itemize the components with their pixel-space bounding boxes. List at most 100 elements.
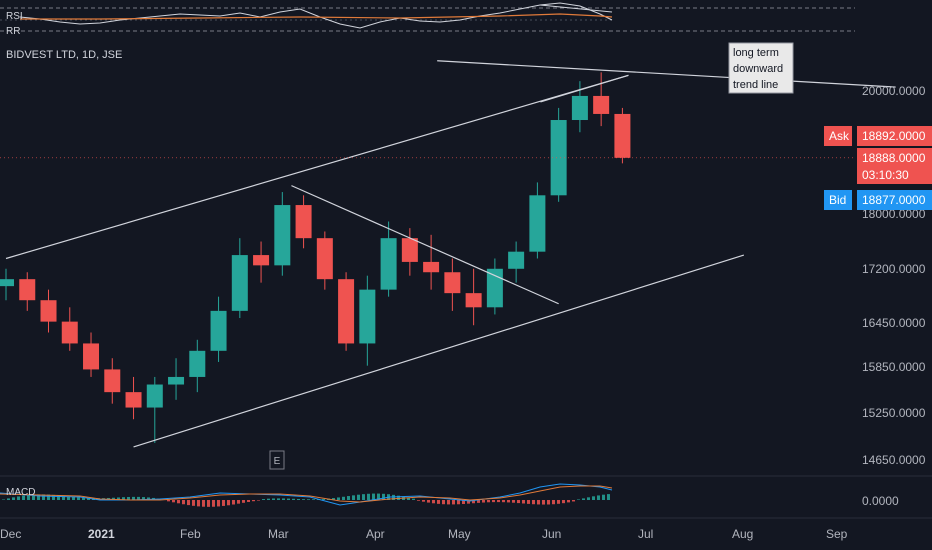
macd-histogram-bar — [257, 500, 260, 501]
bid-quote[interactable]: Bid 18877.0000 — [824, 190, 932, 210]
last-price-quote[interactable]: 18888.0000 03:10:30 — [857, 148, 932, 184]
macd-histogram-bar — [22, 495, 25, 500]
ask-quote[interactable]: Ask 18892.0000 — [824, 126, 932, 146]
macd-histogram-bar — [277, 498, 280, 500]
candle-body — [189, 350, 206, 377]
candle-body — [423, 261, 440, 273]
trendline-channel-upper[interactable] — [5, 74, 629, 260]
candle — [104, 358, 121, 404]
candle-body — [508, 251, 525, 269]
macd-histogram-bar — [237, 500, 240, 504]
macd-histogram-bar — [362, 494, 365, 500]
macd-histogram-bar — [42, 494, 45, 500]
scale-toggle-button[interactable]: E — [269, 450, 285, 470]
macd-histogram-bar — [467, 500, 470, 504]
bid-price: 18877.0000 — [862, 193, 926, 207]
trendline-short-top-line[interactable] — [540, 74, 629, 103]
rsi-pane[interactable]: RSI RR — [0, 2, 855, 37]
macd-histogram-bar — [422, 500, 425, 502]
macd-histogram-bar — [367, 493, 370, 500]
macd-histogram-bar — [602, 494, 605, 500]
macd-pane[interactable]: MACD — [0, 483, 613, 507]
time-tick: Sep — [826, 527, 848, 541]
macd-histogram-bar — [492, 500, 495, 503]
candle — [423, 234, 440, 290]
time-tick: May — [448, 527, 471, 541]
macd-histogram-bar — [202, 500, 205, 507]
candle-body — [61, 321, 78, 344]
macd-histogram-bar — [282, 498, 285, 500]
trendline-note[interactable]: long term downward trend line — [728, 42, 794, 94]
candle — [614, 107, 631, 164]
macd-histogram-bar — [587, 497, 590, 500]
macd-histogram-bar — [262, 499, 265, 500]
macd-histogram-bar — [67, 496, 70, 500]
time-axis[interactable]: Dec 2021 Feb Mar Apr May Jun Jul Aug Sep — [0, 527, 848, 541]
macd-histogram-bar — [272, 498, 275, 500]
macd-histogram-bar — [462, 500, 465, 504]
trendline-falling-resistance[interactable] — [291, 185, 559, 305]
price-axis[interactable]: 20000.0000 18000.0000 17200.0000 16450.0… — [862, 84, 926, 508]
trendlines-layer[interactable] — [0, 60, 896, 448]
time-tick: Jul — [638, 527, 653, 541]
candle-body — [104, 369, 121, 393]
price-tick: 16450.0000 — [862, 316, 926, 330]
candle — [253, 241, 270, 283]
macd-histogram-bar — [337, 497, 340, 500]
macd-histogram-bar — [482, 500, 485, 503]
candle-body — [529, 195, 546, 252]
price-tick: 18000.0000 — [862, 207, 926, 221]
candle — [295, 195, 312, 249]
macd-histogram-bar — [372, 493, 375, 500]
macd-histogram-bar — [57, 495, 60, 500]
candle — [593, 72, 610, 127]
time-tick: 2021 — [88, 527, 115, 541]
macd-histogram-bar — [522, 500, 525, 504]
macd-histogram-bar — [497, 500, 500, 503]
macd-histogram-bar — [7, 498, 10, 500]
candle — [189, 339, 206, 393]
candle — [338, 272, 355, 351]
candle — [444, 258, 461, 311]
trendline-channel-lower[interactable] — [133, 254, 745, 448]
macd-histogram-bar — [542, 500, 545, 505]
macd-histogram-bar — [132, 496, 135, 500]
macd-histogram-bar — [452, 500, 455, 505]
macd-histogram-bar — [147, 497, 150, 500]
macd-histogram-bar — [62, 495, 65, 500]
candle-body — [40, 300, 57, 322]
time-tick: Aug — [732, 527, 753, 541]
macd-histogram-bar — [507, 500, 510, 503]
macd-histogram-bar — [502, 500, 505, 503]
macd-tick: 0.0000 — [862, 494, 899, 508]
macd-histogram-bar — [567, 500, 570, 503]
price-tick: 17200.0000 — [862, 262, 926, 276]
macd-histogram-bar — [232, 500, 235, 505]
scale-toggle-button-label: E — [274, 456, 281, 467]
trendline-long-term-downtrend[interactable] — [437, 60, 896, 88]
macd-histogram-bar — [87, 498, 90, 500]
candle — [380, 221, 397, 297]
price-pane[interactable] — [0, 60, 896, 448]
macd-histogram-bar — [27, 495, 30, 500]
macd-histogram-bar — [217, 500, 220, 507]
macd-histogram-bar — [17, 496, 20, 500]
time-tick: Dec — [0, 527, 21, 541]
candle — [401, 228, 418, 276]
candle-body — [146, 384, 163, 408]
macd-histogram-bar — [377, 493, 380, 500]
candle — [465, 268, 482, 326]
macd-histogram-bar — [292, 498, 295, 500]
macd-histogram-bar — [167, 500, 170, 502]
candles-layer — [0, 72, 631, 443]
rsi-label: RSI — [6, 11, 23, 22]
candle-body — [614, 113, 631, 158]
bid-label-tag — [824, 190, 852, 210]
macd-histogram-bar — [382, 493, 385, 500]
candle-body — [486, 268, 503, 308]
candle-body — [444, 272, 461, 294]
trendline-note-line-1: long term — [733, 47, 779, 59]
macd-histogram-bar — [417, 500, 420, 501]
macd-histogram-bar — [192, 500, 195, 506]
